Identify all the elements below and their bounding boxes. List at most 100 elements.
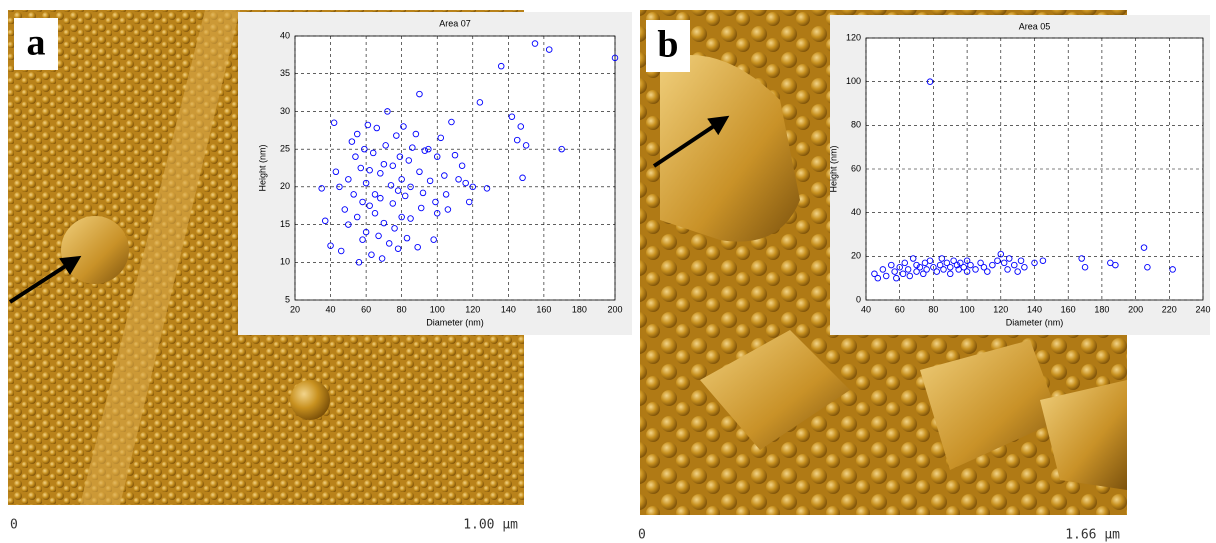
scatter-point	[953, 261, 961, 269]
scatter-point	[371, 210, 379, 217]
scatter-point	[382, 142, 389, 149]
scatter-point	[416, 90, 423, 98]
scatter-point	[357, 164, 365, 172]
x-tick-label: 80	[928, 304, 938, 314]
scatter-point	[394, 187, 402, 194]
scatter-point	[1112, 261, 1119, 269]
scale-end: 1.00 µm	[463, 518, 518, 533]
x-tick-label: 140	[1027, 304, 1042, 314]
scatter-point	[412, 130, 420, 138]
scatter-point	[377, 194, 384, 202]
scatter-point	[403, 234, 411, 242]
scatter-point	[1005, 255, 1013, 262]
scatter-point	[337, 247, 345, 255]
scatter-point	[984, 268, 991, 275]
scatter-point	[882, 272, 890, 280]
y-tick-label: 40	[280, 30, 290, 40]
scatter-point	[871, 270, 878, 278]
scatter-point	[1144, 264, 1151, 271]
scatter-point	[476, 99, 484, 106]
scatter-point	[391, 225, 398, 232]
scatter-point	[916, 264, 924, 271]
scatter-point	[359, 198, 366, 206]
scatter-point	[416, 168, 423, 176]
scatter-point	[375, 232, 382, 240]
scatter-point	[950, 257, 957, 264]
y-tick-label: 80	[851, 120, 861, 130]
chart-title: Area 07	[439, 18, 471, 28]
y-axis-label: Height (nm)	[828, 145, 838, 192]
scatter-point	[409, 144, 416, 151]
scatter-point	[469, 183, 477, 191]
scatter-point	[417, 204, 425, 212]
scatter-point	[394, 245, 402, 252]
scatter-point	[994, 257, 1001, 264]
scatter-point	[1031, 259, 1038, 267]
x-tick-label: 180	[1094, 304, 1109, 314]
scatter-point	[387, 182, 395, 189]
scatter-point	[433, 153, 441, 160]
scatter-point	[1014, 268, 1021, 275]
scatter-point	[341, 206, 349, 213]
scatter-point	[904, 266, 912, 273]
scatter-point	[336, 183, 343, 191]
x-tick-label: 160	[1061, 304, 1076, 314]
scatter-point	[419, 189, 427, 197]
scatter-point	[933, 268, 941, 275]
scatter-point	[517, 123, 525, 130]
scatter-point	[362, 228, 370, 236]
scale-start: 0	[10, 518, 18, 533]
scatter-point	[359, 236, 366, 243]
panel-label-box	[14, 18, 58, 70]
x-tick-label: 140	[501, 304, 516, 314]
x-tick-label: 40	[326, 304, 336, 314]
scatter-point	[425, 145, 432, 153]
plot-area	[294, 35, 616, 301]
x-tick-label: 200	[607, 304, 622, 314]
y-tick-label: 5	[285, 294, 290, 304]
scatter-point	[483, 185, 491, 192]
scatter-point	[396, 153, 404, 160]
scatter-point	[913, 268, 920, 275]
scatter-point	[1021, 264, 1028, 271]
scatter-point	[384, 108, 391, 115]
scatter-point	[519, 174, 526, 182]
panel-label-box	[646, 20, 690, 72]
scatter-point	[936, 261, 944, 269]
y-tick-label: 20	[280, 181, 290, 191]
scatter-point	[400, 123, 407, 130]
scatter-point	[355, 259, 363, 266]
scatter-point	[345, 221, 352, 228]
scatter-point	[926, 78, 934, 85]
scatter-point	[926, 257, 934, 264]
scatter-point	[920, 270, 927, 278]
scatter-point	[893, 274, 900, 282]
scatter-point	[906, 272, 914, 280]
x-tick-label: 100	[430, 304, 445, 314]
scatter-point	[957, 259, 964, 267]
scatter-point	[455, 176, 462, 183]
y-tick-label: 40	[851, 207, 861, 217]
scatter-point	[879, 266, 887, 273]
scatter-point	[451, 151, 459, 159]
scatter-point	[513, 136, 521, 144]
scatter-point	[380, 219, 388, 227]
scatter-point	[377, 170, 384, 177]
scatter-point	[611, 54, 619, 62]
x-tick-label: 200	[1128, 304, 1143, 314]
scatter-point	[1081, 264, 1089, 271]
scatter-point	[368, 251, 375, 258]
x-tick-label: 220	[1162, 304, 1177, 314]
x-tick-label: 60	[895, 304, 905, 314]
y-tick-label: 25	[280, 144, 290, 154]
scatter-point	[321, 217, 329, 225]
chart-title: Area 05	[1019, 21, 1051, 31]
scatter-point	[997, 250, 1005, 258]
x-tick-label: 120	[465, 304, 480, 314]
scatter-point	[398, 213, 405, 221]
x-tick-label: 20	[290, 304, 300, 314]
scatter-point	[401, 192, 409, 200]
scatter-point	[938, 255, 946, 262]
scatter-point	[327, 242, 334, 249]
scatter-point	[960, 264, 967, 271]
